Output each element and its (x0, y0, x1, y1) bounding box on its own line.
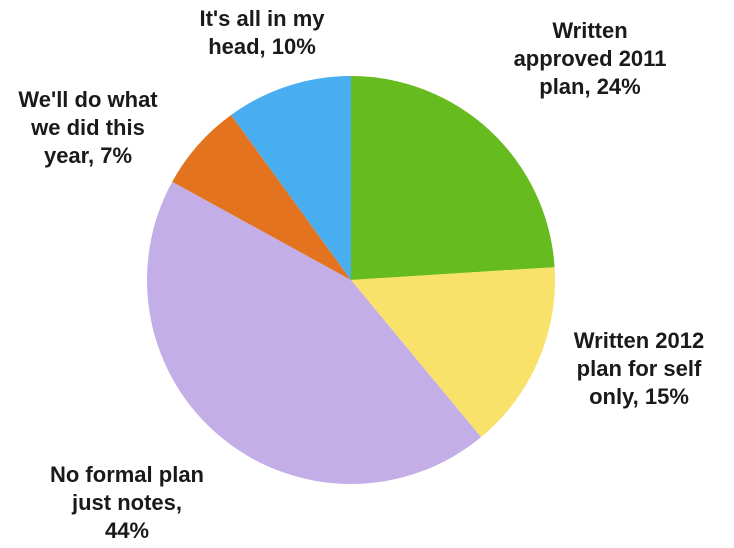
slice-label-line: 44% (105, 518, 149, 543)
slice-label-line: plan for self (577, 356, 702, 381)
slice-label-2: Written 2012 plan for self only, 15% (574, 328, 704, 409)
slice-label-line: plan, 24% (539, 74, 640, 99)
slice-label-line: year, 7% (44, 143, 132, 168)
pie-slice-4 (172, 114, 351, 281)
slice-label-3: No formal plan just notes, 44% (50, 462, 204, 543)
slice-label-line: head, 10% (208, 34, 316, 59)
slice-label-line: It's all in my (199, 6, 325, 31)
pie-labels: Written approved 2011 plan, 24% Written 201… (18, 6, 704, 543)
slice-label-line: Written 2012 (574, 328, 704, 353)
slice-label-line: Written (552, 18, 627, 43)
pie-slices (146, 76, 556, 484)
pie-slice-2 (351, 267, 556, 438)
slice-label-line: We'll do what (18, 87, 158, 112)
pie-slice-3 (146, 181, 482, 484)
slice-label-line: No formal plan (50, 462, 204, 487)
pie-slice-5 (231, 76, 351, 280)
pie-slice-1 (351, 76, 555, 280)
slice-label-1: Written approved 2011 plan, 24% (514, 18, 667, 99)
slice-label-line: just notes, (71, 490, 182, 515)
slice-label-5: It's all in my head, 10% (199, 6, 325, 59)
slice-label-4: We'll do what we did this year, 7% (18, 87, 158, 168)
slice-label-line: approved 2011 (514, 46, 667, 71)
slice-label-line: only, 15% (589, 384, 689, 409)
slice-label-line: we did this (30, 115, 145, 140)
